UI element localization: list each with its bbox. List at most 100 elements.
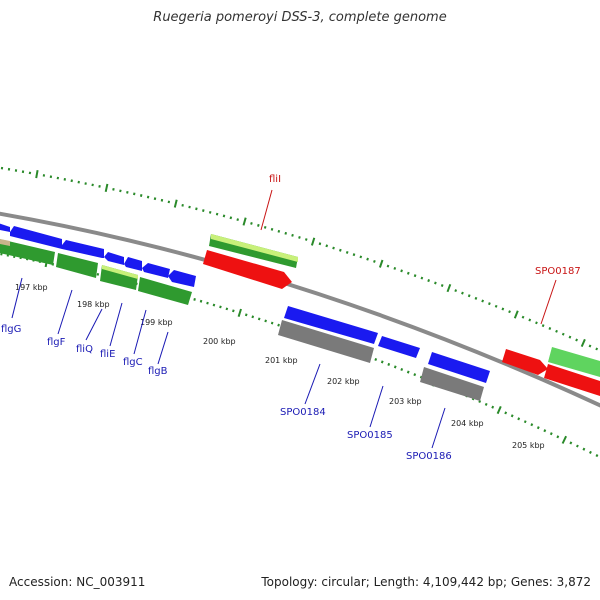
- kbp-labels: 197 kbp 198 kbp 199 kbp 200 kbp 201 kbp …: [15, 283, 545, 450]
- gene-label-flgC[interactable]: flgC: [123, 357, 143, 368]
- major-tick: [104, 183, 109, 193]
- minor-tick: [582, 447, 586, 451]
- cds-feature[interactable]: [56, 253, 98, 278]
- cds-feature[interactable]: [138, 277, 192, 305]
- minor-tick: [387, 362, 391, 366]
- gene-forward-feature[interactable]: [142, 263, 170, 278]
- minor-tick: [193, 298, 196, 301]
- rna-feature[interactable]: [502, 349, 548, 375]
- cds-feature[interactable]: [0, 238, 55, 265]
- minor-tick: [212, 303, 216, 307]
- minor-tick: [225, 307, 229, 311]
- minor-tick: [232, 309, 235, 313]
- minor-tick: [420, 276, 424, 280]
- minor-tick: [595, 454, 599, 458]
- gene-label-flgB[interactable]: flgB: [148, 366, 168, 377]
- minor-tick: [139, 194, 143, 197]
- gene-label-fliQ[interactable]: fliQ: [76, 344, 93, 355]
- leader-line: [304, 363, 321, 405]
- minor-tick: [257, 317, 261, 321]
- gene-label-fliI[interactable]: fliI: [269, 174, 281, 185]
- minor-tick: [277, 229, 281, 233]
- minor-tick: [406, 271, 410, 275]
- minor-tick: [488, 302, 491, 306]
- gene-forward-feature[interactable]: [10, 226, 62, 249]
- accession-label: Accession: NC_003911: [9, 575, 146, 589]
- minor-tick: [575, 338, 579, 342]
- minor-tick: [588, 344, 592, 348]
- minor-tick: [28, 171, 32, 175]
- minor-tick: [325, 244, 329, 248]
- minor-tick: [236, 218, 239, 222]
- outer-tick-ring: [0, 166, 599, 351]
- minor-tick: [339, 248, 342, 252]
- minor-tick: [181, 203, 184, 207]
- cds-feature[interactable]: [102, 265, 138, 279]
- cds-feature[interactable]: [420, 367, 484, 401]
- gene-label-flgF[interactable]: flgF: [47, 337, 66, 348]
- major-tick: [580, 338, 586, 348]
- minor-tick: [77, 180, 80, 184]
- major-tick: [513, 310, 519, 319]
- minor-tick: [126, 190, 129, 194]
- gene-label-flgG[interactable]: flgG: [1, 324, 21, 335]
- minor-tick: [277, 323, 280, 327]
- major-tick: [35, 170, 39, 179]
- gene-label-SPO0186[interactable]: SPO0186: [406, 451, 452, 462]
- minor-tick: [374, 358, 378, 361]
- gene-label-SPO0187[interactable]: SPO0187: [535, 266, 581, 277]
- cds-feature[interactable]: [548, 347, 600, 377]
- major-tick: [378, 259, 384, 268]
- gene-forward-feature[interactable]: [378, 336, 420, 358]
- minor-tick: [543, 429, 547, 433]
- minor-tick: [561, 332, 565, 336]
- minor-tick: [208, 210, 212, 214]
- minor-tick: [491, 405, 495, 409]
- minor-tick: [206, 301, 209, 305]
- minor-tick: [373, 259, 376, 263]
- gene-forward-feature[interactable]: [428, 352, 490, 383]
- kbp-label: 202 kbp: [327, 377, 360, 386]
- minor-tick: [569, 441, 573, 445]
- gene-label-fliE[interactable]: fliE: [100, 349, 115, 360]
- minor-tick: [413, 274, 417, 278]
- gene-label-SPO0184[interactable]: SPO0184: [280, 407, 326, 418]
- gene-forward-feature[interactable]: [62, 240, 104, 258]
- minor-tick: [91, 183, 94, 187]
- minor-tick: [70, 179, 73, 183]
- forward-strand-genes: [0, 222, 490, 383]
- minor-tick: [589, 450, 592, 454]
- minor-tick: [575, 444, 579, 448]
- kbp-label: 200 kbp: [203, 337, 236, 346]
- rna-feature[interactable]: [544, 364, 600, 396]
- gene-forward-feature[interactable]: [104, 252, 124, 265]
- gene-forward-feature[interactable]: [168, 270, 196, 287]
- kbp-label: 197 kbp: [15, 283, 48, 292]
- minor-tick: [263, 225, 267, 229]
- minor-tick: [199, 299, 203, 303]
- minor-tick: [270, 227, 274, 231]
- rna-feature[interactable]: [203, 250, 292, 289]
- minor-tick: [56, 176, 60, 180]
- gene-forward-feature[interactable]: [124, 257, 142, 271]
- kbp-label: 199 kbp: [140, 318, 173, 327]
- minor-tick: [494, 304, 498, 308]
- minor-tick: [474, 296, 478, 300]
- gene-forward-feature[interactable]: [284, 306, 378, 344]
- cds-feature[interactable]: [0, 238, 10, 246]
- major-tick: [446, 283, 452, 293]
- minor-tick: [555, 329, 558, 333]
- minor-tick: [96, 272, 100, 276]
- cds-feature[interactable]: [278, 320, 374, 363]
- gene-labels: flgG flgF fliQ fliE flgC flgB fliI SPO01…: [1, 174, 581, 462]
- minor-tick: [556, 435, 560, 439]
- cds-feature[interactable]: [100, 265, 138, 290]
- minor-tick: [112, 187, 115, 191]
- minor-tick: [386, 264, 390, 268]
- cds-feature[interactable]: [211, 234, 298, 262]
- kbp-label: 201 kbp: [265, 356, 298, 365]
- gene-forward-feature[interactable]: [0, 222, 10, 232]
- gene-label-SPO0185[interactable]: SPO0185: [347, 430, 393, 441]
